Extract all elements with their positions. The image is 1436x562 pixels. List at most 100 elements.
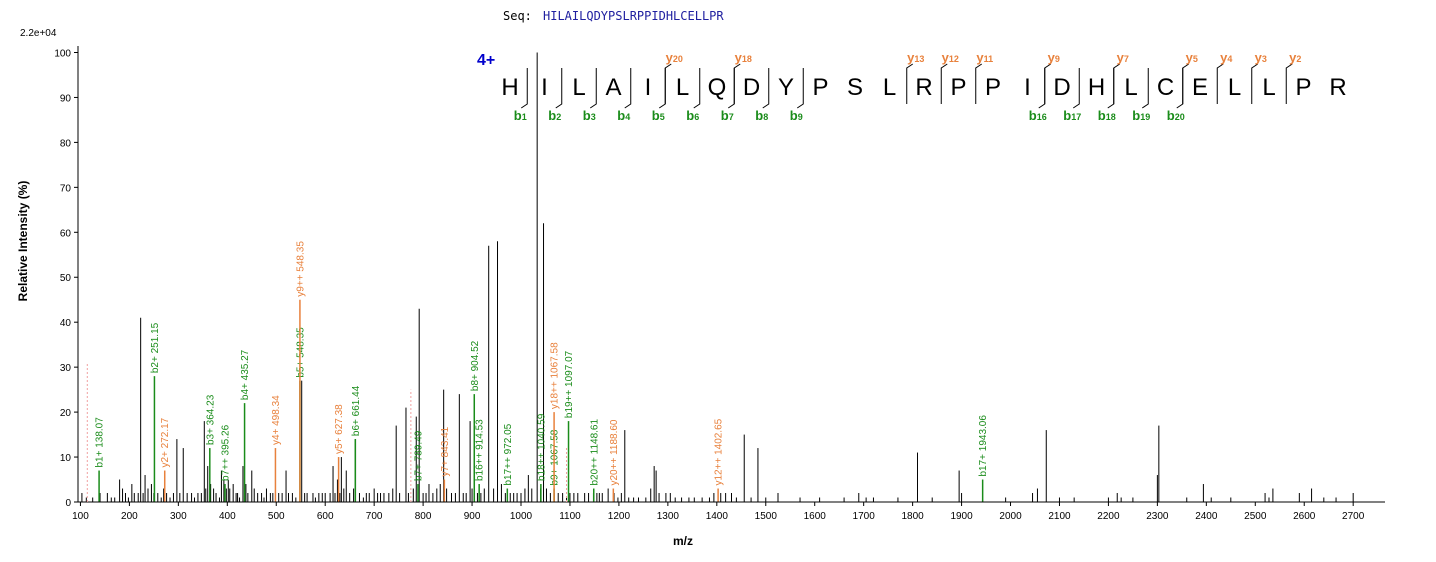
peak-label: b17+ 1943.06: [978, 415, 989, 477]
b-ion-bracket: [555, 68, 563, 109]
residue: H: [1088, 74, 1105, 101]
residue: D: [743, 74, 760, 101]
residue: S: [847, 74, 863, 101]
x-tick-label: 400: [219, 511, 236, 522]
b-ion-bracket: [658, 68, 666, 109]
peak-label: y18++ 1067.58: [550, 342, 561, 409]
charge-state: 4+: [477, 52, 495, 69]
b-ion-bracket: [589, 68, 597, 109]
y-ion-bracket: [733, 63, 741, 104]
y-tick-label: 90: [60, 93, 72, 104]
b-ion-number: 8: [763, 112, 768, 122]
y-ion-bracket: [1285, 63, 1293, 104]
residue: I: [645, 74, 652, 101]
peak-label: b18++ 1040.59: [536, 413, 547, 481]
b-ion-number: 6: [694, 112, 699, 122]
b-ion-number: 7: [729, 112, 734, 122]
peak-label: b3+ 364.23: [205, 394, 216, 445]
residue: R: [915, 74, 932, 101]
b-ion-number: 16: [1037, 112, 1047, 122]
b-ion-number: 9: [798, 112, 803, 122]
b-ion-bracket: [624, 68, 632, 109]
peak-label: y5+ 627.38: [334, 404, 345, 454]
x-tick-label: 1400: [706, 511, 729, 522]
y-ion-number: 18: [742, 54, 752, 64]
residue: R: [1329, 74, 1346, 101]
b-ion-bracket: [520, 68, 528, 109]
y-ion-label: y12: [942, 50, 959, 65]
x-tick-label: 1900: [950, 511, 973, 522]
residue: L: [1262, 74, 1275, 101]
y-ion-bracket: [906, 63, 914, 104]
residue: E: [1192, 74, 1208, 101]
y-ion-label: y18: [735, 50, 752, 65]
y-ion-number: 12: [949, 54, 959, 64]
b-ion-label: b2: [548, 108, 561, 123]
x-axis-title: m/z: [673, 534, 693, 548]
x-tick-label: 1600: [804, 511, 827, 522]
residue: P: [1295, 74, 1311, 101]
peak-label: b4+ 435.27: [240, 349, 251, 400]
x-tick-label: 1500: [755, 511, 778, 522]
intensity-scale: 2.2e+04: [20, 28, 57, 39]
y-tick-label: 80: [60, 138, 72, 149]
residue: Q: [708, 74, 727, 101]
b-ion-number: 19: [1140, 112, 1150, 122]
axes: 0 10 20 30 40 50 60 70 80 90 100 100 200 300 400 500 600…: [54, 46, 1385, 522]
b-ion-label: b16: [1029, 108, 1047, 123]
peak-label: b17++ 972.05: [503, 423, 514, 485]
y-tick-label: 10: [60, 453, 72, 464]
residue: Y: [778, 74, 794, 101]
y-ion-number: 20: [673, 54, 683, 64]
x-tick-label: 700: [366, 511, 383, 522]
y-tick-label: 0: [65, 498, 71, 509]
b-ion-label: b20: [1167, 108, 1185, 123]
b-ion-bracket: [1072, 68, 1080, 109]
y-ion-bracket: [1044, 63, 1052, 104]
y-ion-bracket: [940, 63, 948, 104]
peak-label: y20++ 1188.60: [609, 419, 620, 485]
b-ion-label: b7: [721, 108, 734, 123]
peak-annotations: b1+ 138.07 b2+ 251.15 y2+ 272.17 b3+ 364.23…: [95, 241, 989, 502]
x-tick-label: 600: [317, 511, 334, 522]
y-ion-label: y5: [1186, 50, 1198, 65]
y-ion-bracket: [975, 63, 983, 104]
b-ion-bracket: [1107, 68, 1115, 109]
y-ion-bracket: [664, 63, 672, 104]
x-tick-label: 1100: [559, 511, 581, 522]
b-ion-number: 20: [1175, 112, 1185, 122]
b-ion-label: b18: [1098, 108, 1116, 123]
y-ion-bracket: [1182, 63, 1190, 104]
y-tick-label: 30: [60, 363, 72, 374]
peak-label: b16++ 914.53: [475, 419, 486, 481]
peak-label: b5+ 548.35: [295, 327, 306, 378]
y-axis-title: Relative Intensity (%): [16, 181, 30, 302]
b-ion-bracket: [727, 68, 735, 109]
residue: D: [1053, 74, 1070, 101]
x-tick-label: 1000: [510, 511, 533, 522]
b-ion-label: b6: [686, 108, 699, 123]
x-tick-label: 2200: [1097, 511, 1120, 522]
b-ion-label: b3: [583, 108, 596, 123]
y-ion-number: 9: [1055, 54, 1060, 64]
residue: L: [883, 74, 896, 101]
x-tick-label: 900: [464, 511, 481, 522]
b-ion-label: b1: [514, 108, 527, 123]
residue: L: [1124, 74, 1137, 101]
b-ion-number: 5: [660, 112, 665, 122]
peak-label: b7+ 789.49: [413, 430, 424, 481]
peak-label: y4+ 498.34: [271, 395, 282, 445]
x-tick-label: 2000: [999, 511, 1022, 522]
x-tick-label: 2600: [1293, 511, 1316, 522]
x-tick-label: 1300: [657, 511, 680, 522]
x-tick-label: 1700: [853, 511, 876, 522]
residue: H: [501, 74, 518, 101]
x-tick-label: 2400: [1195, 511, 1218, 522]
x-tick-label: 800: [415, 511, 432, 522]
y-ion-number: 4: [1227, 54, 1232, 64]
residue: I: [1024, 74, 1031, 101]
peak-label: b19++ 1097.07: [564, 350, 575, 418]
peak-label: y9++ 548.35: [295, 241, 306, 297]
x-tick-label: 300: [170, 511, 187, 522]
